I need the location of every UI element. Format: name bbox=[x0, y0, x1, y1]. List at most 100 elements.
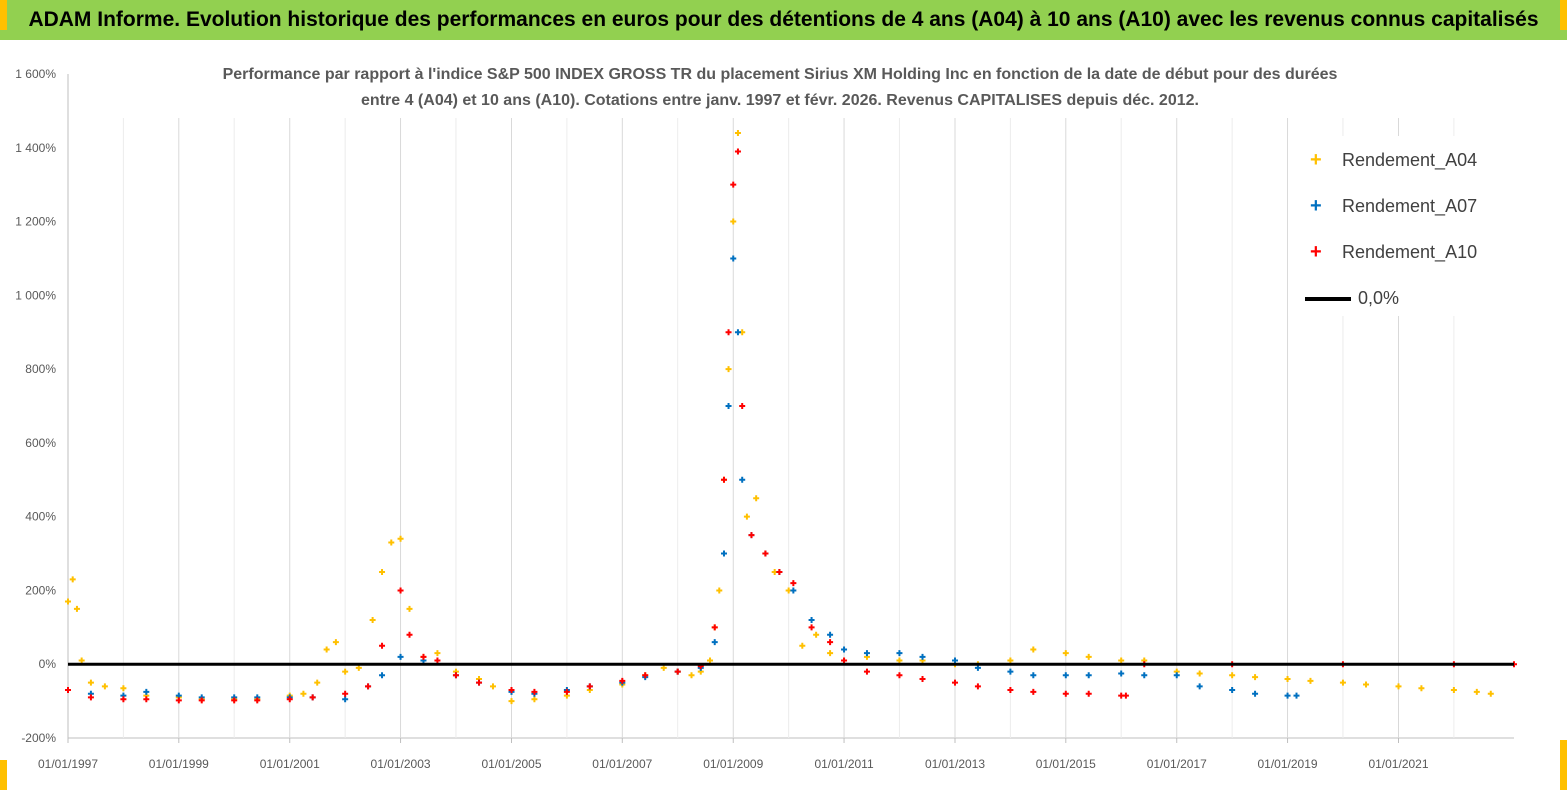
data-point-a07 bbox=[1007, 668, 1014, 675]
data-point-a07 bbox=[734, 329, 741, 336]
x-tick-label: 01/01/2007 bbox=[592, 757, 652, 771]
data-points bbox=[65, 130, 1517, 705]
data-point-a07 bbox=[1196, 683, 1203, 690]
data-point-a04 bbox=[688, 672, 695, 679]
data-point-a04 bbox=[69, 576, 76, 583]
data-point-a04 bbox=[660, 664, 667, 671]
legend-marker-a04: + bbox=[1310, 149, 1322, 171]
data-point-a07 bbox=[1173, 672, 1180, 679]
legend-line-zero bbox=[1305, 297, 1351, 301]
data-point-a04 bbox=[1307, 677, 1314, 684]
data-point-a04 bbox=[120, 685, 127, 692]
data-point-a04 bbox=[323, 646, 330, 653]
data-point-a07 bbox=[896, 650, 903, 657]
data-point-a10 bbox=[563, 688, 570, 695]
data-point-a04 bbox=[1487, 690, 1494, 697]
data-point-a10 bbox=[748, 532, 755, 539]
data-point-a04 bbox=[753, 495, 760, 502]
data-point-a07 bbox=[919, 653, 926, 660]
data-point-a10 bbox=[365, 683, 372, 690]
corner-accent-bottom-right bbox=[1560, 740, 1567, 790]
x-tick-label: 01/01/2017 bbox=[1147, 757, 1207, 771]
data-point-a10 bbox=[379, 642, 386, 649]
y-axis-ticks: -200% 0% 200% 400% 600% 800% 1 000% 1 200% 1 400… bbox=[15, 67, 56, 745]
data-point-a10 bbox=[476, 679, 483, 686]
data-point-a04 bbox=[531, 696, 538, 703]
data-point-a10 bbox=[776, 569, 783, 575]
chart-title: Performance par rapport à l'indice S&P 5… bbox=[150, 62, 1410, 114]
data-point-a07 bbox=[725, 403, 732, 409]
data-point-a07 bbox=[1284, 692, 1291, 699]
data-point-a04 bbox=[1030, 646, 1037, 653]
data-point-a07 bbox=[397, 653, 404, 660]
y-tick-label: 1 000% bbox=[15, 288, 56, 302]
data-point-a04 bbox=[397, 535, 404, 542]
data-point-a10 bbox=[1062, 690, 1069, 697]
data-point-a10 bbox=[1122, 692, 1129, 699]
data-point-a07 bbox=[1118, 670, 1125, 677]
data-point-a07 bbox=[808, 616, 815, 623]
data-point-a04 bbox=[725, 366, 732, 373]
data-point-a10 bbox=[397, 587, 404, 594]
legend-label-zero: 0,0% bbox=[1358, 288, 1400, 308]
data-point-a04 bbox=[379, 569, 386, 575]
data-point-a04 bbox=[1284, 675, 1291, 682]
data-point-a10 bbox=[841, 657, 848, 664]
data-point-a04 bbox=[508, 698, 515, 705]
data-point-a04 bbox=[1363, 681, 1370, 688]
data-point-a04 bbox=[734, 130, 741, 137]
data-point-a10 bbox=[808, 624, 815, 631]
data-point-a04 bbox=[314, 679, 321, 686]
data-point-a07 bbox=[730, 255, 737, 262]
legend-item-a07: + Rendement_A07 bbox=[1288, 194, 1516, 222]
data-point-a10 bbox=[286, 696, 293, 703]
banner-title: ADAM Informe. Evolution historique des p… bbox=[0, 0, 1567, 40]
data-point-a07 bbox=[1293, 692, 1300, 699]
data-point-a04 bbox=[1196, 670, 1203, 677]
data-point-a04 bbox=[388, 539, 395, 546]
y-tick-label: 1 600% bbox=[15, 67, 56, 81]
data-point-a04 bbox=[65, 598, 71, 605]
data-point-a04 bbox=[813, 631, 820, 638]
data-point-a04 bbox=[1007, 657, 1014, 664]
data-point-a04 bbox=[716, 587, 723, 594]
x-tick-label: 01/01/1997 bbox=[38, 757, 98, 771]
data-point-a10 bbox=[87, 694, 94, 701]
data-point-a04 bbox=[1085, 653, 1092, 660]
data-point-a04 bbox=[743, 513, 750, 520]
data-point-a04 bbox=[342, 668, 349, 675]
data-point-a07 bbox=[1252, 690, 1259, 697]
data-point-a10 bbox=[725, 329, 732, 336]
y-tick-label: 0% bbox=[39, 657, 57, 671]
data-point-a10 bbox=[198, 697, 205, 704]
data-point-a10 bbox=[739, 403, 746, 409]
data-point-a10 bbox=[508, 687, 515, 694]
data-point-a04 bbox=[1062, 650, 1069, 657]
data-point-a04 bbox=[489, 683, 496, 690]
data-point-a10 bbox=[120, 696, 127, 703]
y-tick-label: 600% bbox=[25, 436, 56, 450]
data-point-a10 bbox=[734, 148, 741, 155]
y-tick-label: 1 200% bbox=[15, 215, 56, 229]
data-point-a07 bbox=[711, 639, 718, 646]
data-point-a04 bbox=[1450, 687, 1457, 694]
x-axis-ticks: 01/01/1997 01/01/1999 01/01/2001 01/01/2003… bbox=[38, 757, 1429, 771]
data-point-a04 bbox=[827, 650, 834, 657]
corner-accent-left bbox=[0, 0, 7, 30]
legend-marker-a07: + bbox=[1310, 195, 1322, 217]
chart-title-line1: Performance par rapport à l'indice S&P 5… bbox=[222, 66, 1338, 83]
data-point-a10 bbox=[1007, 687, 1014, 694]
x-tick-label: 01/01/1999 bbox=[149, 757, 209, 771]
y-tick-label: 800% bbox=[25, 362, 56, 376]
data-point-a07 bbox=[790, 587, 797, 594]
data-point-a07 bbox=[841, 646, 848, 653]
y-tick-label: 1 400% bbox=[15, 141, 56, 155]
data-point-a10 bbox=[762, 550, 769, 557]
data-point-a10 bbox=[434, 657, 441, 664]
data-point-a10 bbox=[1085, 690, 1092, 697]
data-point-a10 bbox=[827, 639, 834, 646]
data-point-a07 bbox=[827, 631, 834, 638]
legend-label-a04: Rendement_A04 bbox=[1342, 150, 1478, 170]
x-tick-label: 01/01/2015 bbox=[1036, 757, 1096, 771]
data-point-a04 bbox=[332, 639, 339, 646]
